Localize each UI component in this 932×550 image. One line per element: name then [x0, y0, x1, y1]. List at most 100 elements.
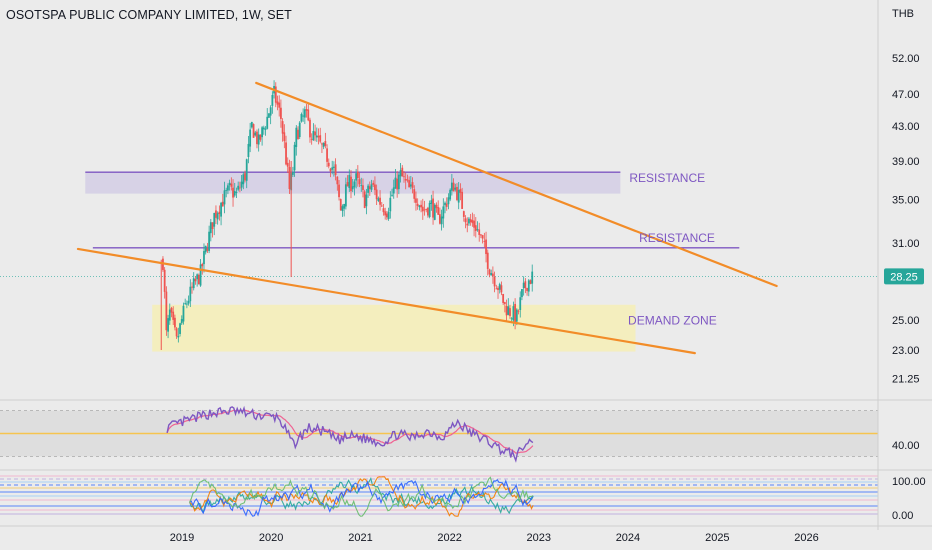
candle-body: [235, 192, 238, 193]
candle-body: [244, 173, 246, 181]
candle-body: [344, 184, 347, 207]
y-tick-label: 31.00: [892, 238, 920, 250]
candle-body: [237, 185, 240, 190]
candle-body: [174, 317, 176, 328]
candle-body: [498, 284, 501, 290]
chart-title: OSOTSPA PUBLIC COMPANY LIMITED, 1W, SET: [6, 8, 292, 22]
candle-body: [257, 134, 260, 145]
candle-body: [314, 131, 316, 136]
candle-body: [454, 187, 457, 190]
candle-body: [471, 220, 474, 224]
currency-label: THB: [892, 8, 914, 20]
candle-body: [319, 135, 322, 142]
candle-body: [242, 174, 245, 185]
candle-body: [297, 129, 299, 140]
candle-body: [221, 201, 224, 207]
candle-body: [240, 181, 243, 188]
candle-body: [370, 184, 373, 190]
candle-body: [445, 203, 448, 207]
candle-body: [392, 187, 395, 194]
candle-body: [425, 209, 428, 210]
candle-body: [493, 276, 496, 287]
candle-body: [503, 302, 506, 304]
candle-body: [180, 319, 183, 324]
candle-body: [512, 306, 515, 321]
candle-body: [172, 311, 175, 320]
candle-body: [338, 184, 340, 198]
candle-body: [233, 191, 236, 196]
candle-body: [464, 218, 467, 223]
candle-body: [457, 189, 460, 203]
candle-body: [215, 210, 217, 218]
candle-body: [519, 297, 522, 310]
candle-body: [478, 229, 481, 235]
candle-body: [163, 269, 166, 292]
candle-body: [476, 229, 479, 231]
candle-body: [204, 245, 207, 253]
candle-body: [184, 303, 187, 304]
candle-body: [187, 300, 190, 304]
candle-body: [293, 144, 296, 171]
candle-body: [428, 202, 431, 218]
candle-body: [245, 159, 248, 181]
candle-body: [177, 336, 180, 338]
stochastic-tick-label: 100.00: [892, 476, 926, 488]
candle-body: [362, 185, 364, 191]
candle-body: [469, 219, 472, 223]
candle-body: [353, 181, 356, 188]
candle-body: [423, 209, 426, 211]
candle-body: [288, 166, 291, 189]
candle-body: [310, 138, 313, 140]
candle-body: [372, 182, 375, 185]
candle-body: [317, 135, 320, 138]
candle-body: [435, 204, 438, 209]
candle-body: [517, 310, 520, 312]
x-tick-label: 2024: [616, 532, 640, 544]
candle-body: [490, 273, 493, 276]
candle-body: [208, 231, 211, 251]
candle-body: [281, 121, 284, 134]
candles-layer: [160, 80, 534, 350]
candle-body: [343, 203, 346, 209]
candle-body: [505, 306, 508, 316]
candle-body: [197, 274, 200, 285]
candle-body: [341, 206, 344, 212]
candle-body: [348, 174, 351, 189]
stochastic-tick-label: 0.00: [892, 510, 913, 522]
candle-body: [442, 206, 445, 219]
candle-body: [327, 162, 330, 167]
candle-body: [346, 182, 349, 187]
rsi-pane: [0, 405, 878, 463]
stochastic-pane: [0, 475, 878, 517]
last-price-badge: [884, 268, 924, 285]
stochastic-line: [189, 476, 534, 517]
candle-body: [203, 251, 205, 265]
candle-body: [191, 286, 193, 288]
candle-body: [218, 211, 221, 215]
candle-body: [315, 135, 318, 138]
candle-body: [514, 303, 517, 323]
candle-body: [509, 308, 511, 316]
y-tick-label: 52.00: [892, 53, 920, 65]
candle-body: [307, 109, 310, 121]
candle-body: [447, 197, 450, 205]
candle-body: [252, 124, 255, 138]
trendline: [255, 81, 778, 288]
candle-body: [271, 95, 274, 106]
candle-body: [247, 143, 250, 157]
candle-body: [515, 309, 518, 322]
y-tick-label: 23.00: [892, 345, 920, 357]
candle-body: [391, 194, 393, 196]
candle-body: [167, 318, 169, 332]
candle-body: [480, 234, 482, 236]
candle-body: [397, 174, 400, 190]
candle-body: [529, 280, 532, 284]
candle-body: [254, 132, 257, 136]
candle-body: [356, 171, 359, 179]
candle-body: [194, 279, 197, 282]
candle-body: [168, 309, 171, 321]
candle-body: [266, 116, 269, 129]
